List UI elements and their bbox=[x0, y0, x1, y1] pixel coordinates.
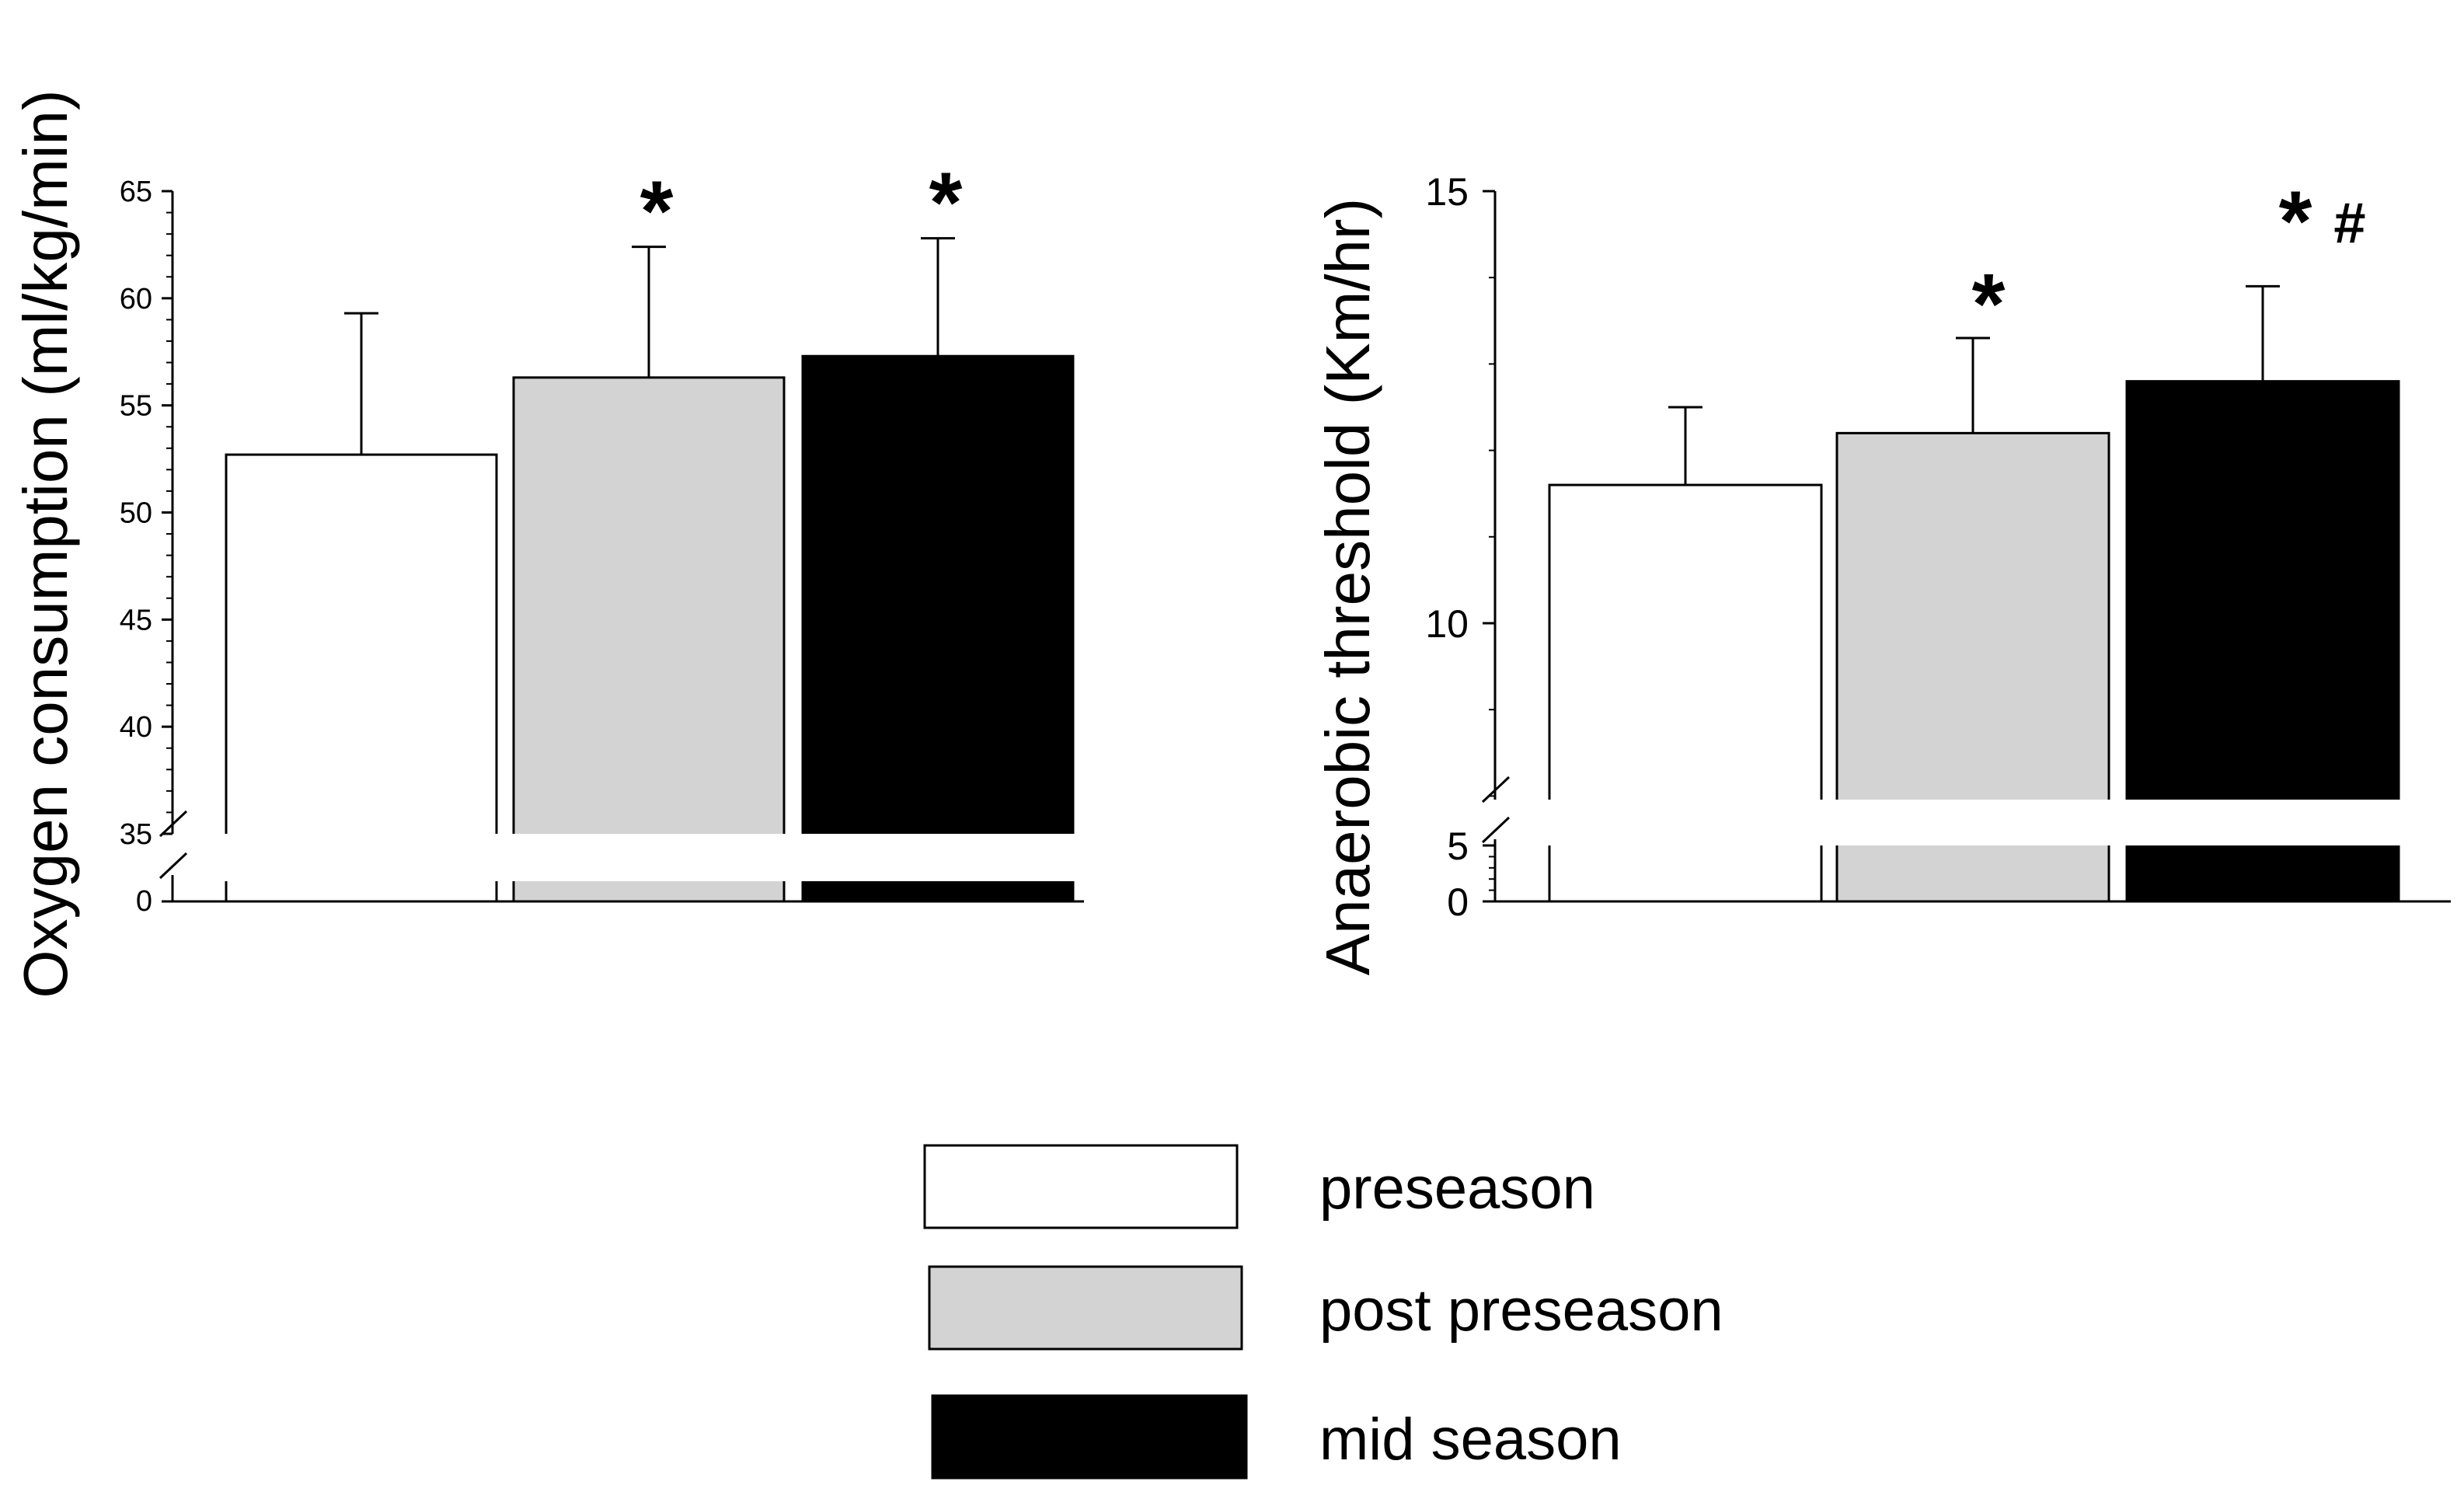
y-tick-label: 65 bbox=[120, 176, 152, 208]
y-tick-label-five: 5 bbox=[1447, 824, 1469, 868]
significance-mark-2: * bbox=[1972, 256, 2006, 352]
y-tick-label: 35 bbox=[120, 818, 152, 851]
y-tick-label-zero: 0 bbox=[136, 885, 152, 918]
axis-break-mark-upper bbox=[1481, 776, 1511, 804]
legend-label-1: preseason bbox=[1319, 1156, 1595, 1222]
y-tick-label: 60 bbox=[120, 283, 152, 315]
significance-mark-2: * bbox=[640, 164, 674, 260]
axis-break-mark-lower bbox=[159, 852, 188, 880]
y-tick-label: 40 bbox=[120, 711, 152, 744]
significance-hash-3: # bbox=[2333, 190, 2365, 255]
bar-1 bbox=[225, 453, 498, 903]
axis-break-mark-upper bbox=[159, 810, 188, 838]
legend-swatch-2 bbox=[928, 1265, 1243, 1351]
significance-mark-3: * bbox=[929, 155, 963, 251]
y-tick-label-zero: 0 bbox=[1447, 880, 1469, 924]
axis-break-gap bbox=[223, 834, 1076, 881]
bar-2 bbox=[512, 376, 786, 903]
bar-3 bbox=[801, 354, 1075, 903]
legend: preseason post preseason mid season bbox=[923, 1144, 1723, 1480]
legend-label-3: mid season bbox=[1319, 1407, 1622, 1473]
legend-swatch-1 bbox=[923, 1144, 1239, 1229]
oxygen-consumption-chart: * * 35 40 45 50 55 60 65 0 Oxygen consumption (ml/… bbox=[11, 89, 1084, 999]
y-tick-label: 10 bbox=[1425, 602, 1469, 646]
legend-label-2: post preseason bbox=[1319, 1278, 1723, 1344]
y-axis-label: Oxygen consumption (ml/kg/min) bbox=[11, 89, 80, 998]
axis-break-mark-lower bbox=[1481, 816, 1511, 844]
y-tick-label: 55 bbox=[120, 390, 152, 423]
significance-mark-3: * bbox=[2279, 173, 2312, 269]
y-axis-label: Anaerobic threshold (Km/hr) bbox=[1313, 198, 1382, 975]
legend-swatch-3 bbox=[931, 1394, 1248, 1480]
y-tick-label: 45 bbox=[120, 604, 152, 636]
anaerobic-threshold-chart: * * #10 15 5 0 Anaerobic threshold (Km/hr) bbox=[1313, 170, 2451, 975]
axis-break-gap bbox=[1546, 800, 2402, 845]
y-tick-label: 15 bbox=[1425, 170, 1469, 214]
y-tick-label: 50 bbox=[120, 497, 152, 530]
